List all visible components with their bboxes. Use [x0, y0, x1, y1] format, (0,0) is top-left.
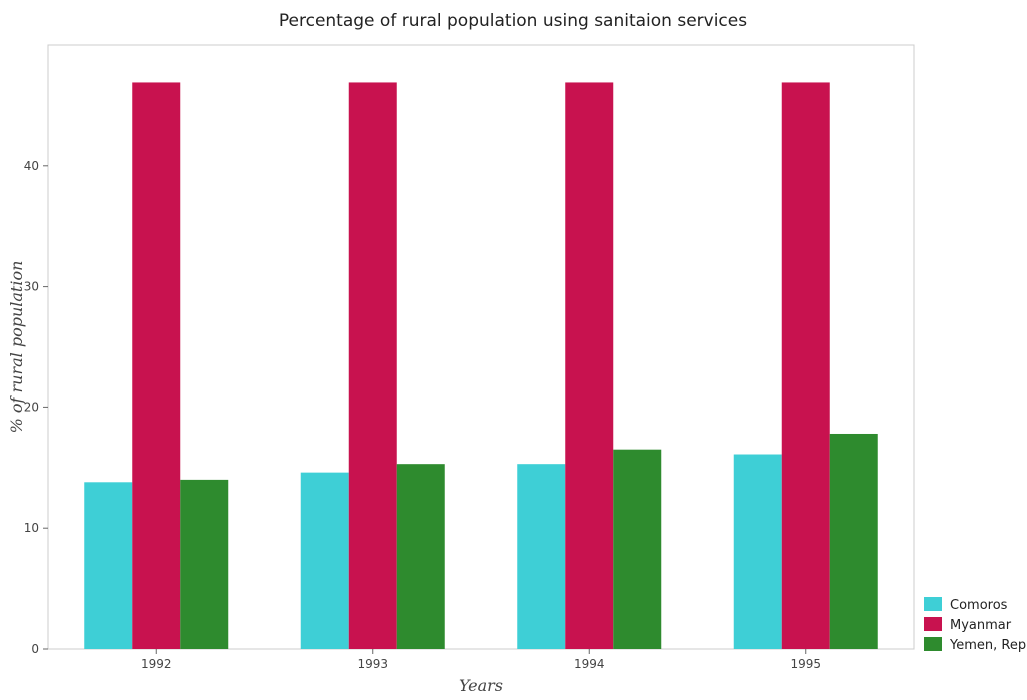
y-tick-label: 0 [31, 642, 39, 656]
x-tick-label: 1993 [357, 657, 388, 671]
chart-title: Percentage of rural population using san… [279, 11, 747, 31]
legend-swatch [924, 637, 942, 651]
y-tick-label: 30 [24, 280, 39, 294]
x-axis-label: Years [459, 676, 503, 695]
bar-comoros-1993 [301, 473, 349, 649]
bar-yemen-rep-1995 [830, 434, 878, 649]
bar-myanmar-1993 [349, 82, 397, 649]
bar-myanmar-1994 [565, 82, 613, 649]
y-tick-label: 10 [24, 521, 39, 535]
x-axis: 1992 1993 1994 1995 [141, 649, 821, 671]
bar-comoros-1994 [517, 464, 565, 649]
x-tick-label: 1992 [141, 657, 172, 671]
x-tick-label: 1995 [790, 657, 821, 671]
legend-label: Comoros [950, 598, 1008, 613]
y-axis-label: % of rural population [7, 261, 26, 434]
legend-label: Yemen, Rep. [949, 638, 1027, 653]
bar-yemen-rep-1992 [180, 480, 228, 649]
y-axis: 0 10 20 30 40 [24, 159, 48, 656]
legend: Comoros Myanmar Yemen, Rep. [924, 597, 1027, 653]
bar-comoros-1995 [734, 455, 782, 649]
bar-yemen-rep-1993 [397, 464, 445, 649]
legend-label: Myanmar [950, 618, 1012, 633]
y-tick-label: 20 [24, 400, 39, 414]
x-tick-label: 1994 [574, 657, 605, 671]
legend-swatch [924, 597, 942, 611]
y-tick-label: 40 [24, 159, 39, 173]
bar-yemen-rep-1994 [613, 450, 661, 649]
bar-comoros-1992 [84, 482, 132, 649]
legend-swatch [924, 617, 942, 631]
bar-myanmar-1995 [782, 82, 830, 649]
bar-myanmar-1992 [132, 82, 180, 649]
